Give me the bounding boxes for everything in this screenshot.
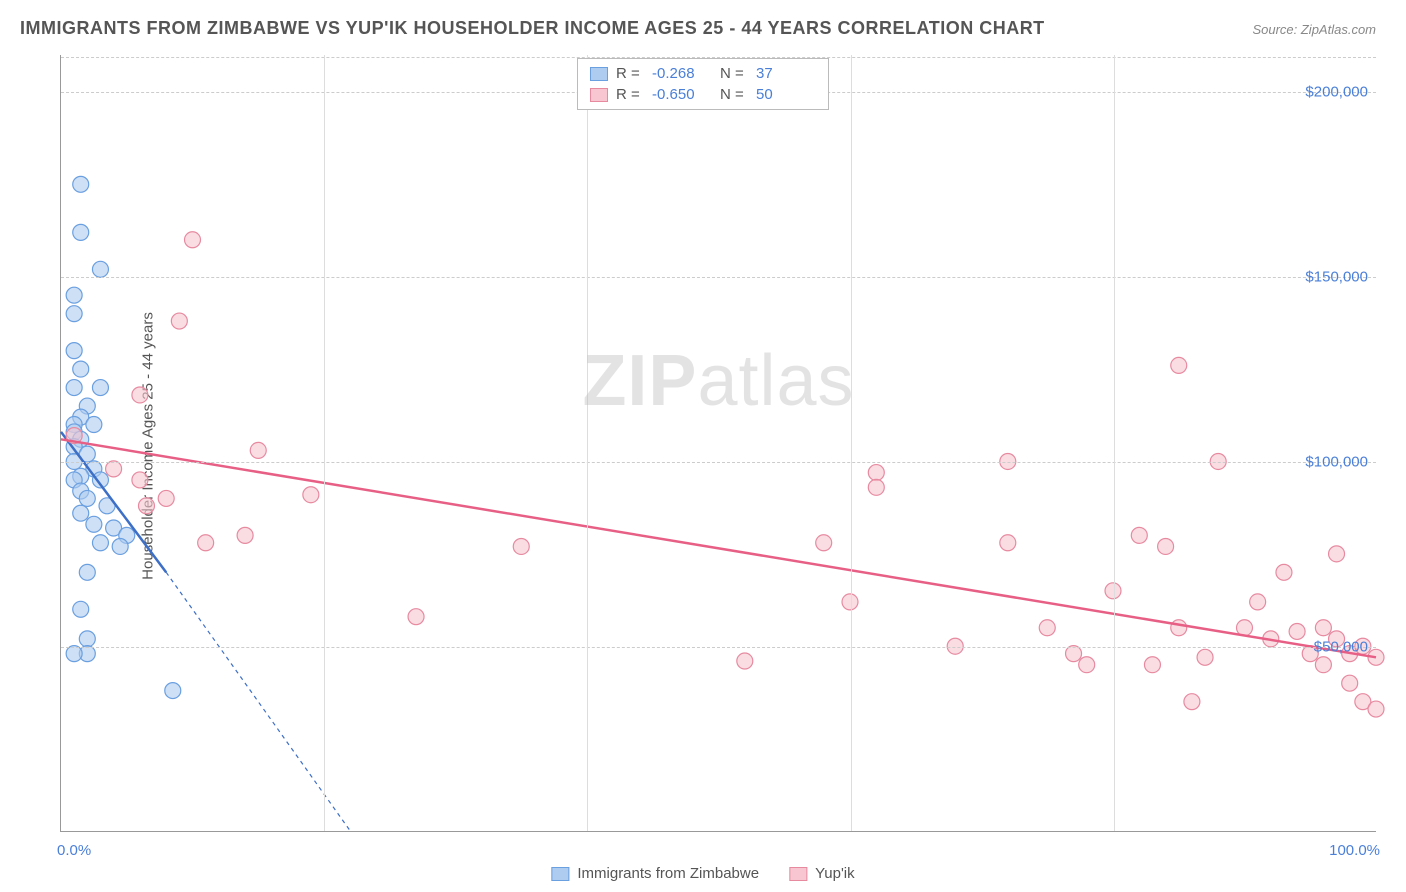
gridline-v: [851, 55, 852, 831]
data-point: [1184, 694, 1200, 710]
data-point: [158, 490, 174, 506]
data-point: [1250, 594, 1266, 610]
legend-label: Immigrants from Zimbabwe: [577, 865, 759, 882]
legend-item: Immigrants from Zimbabwe: [551, 865, 759, 882]
data-point: [303, 487, 319, 503]
y-tick-label: $150,000: [1305, 269, 1368, 286]
data-point: [92, 535, 108, 551]
data-point: [1066, 646, 1082, 662]
data-point: [86, 417, 102, 433]
data-point: [250, 442, 266, 458]
source-attribution: Source: ZipAtlas.com: [1252, 22, 1376, 37]
legend-swatch: [551, 867, 569, 881]
data-point: [1368, 701, 1384, 717]
y-tick-label: $50,000: [1314, 639, 1368, 656]
gridline-v: [1114, 55, 1115, 831]
y-tick-label: $200,000: [1305, 84, 1368, 101]
stats-row: R = -0.268 N = 37: [590, 63, 816, 84]
data-point: [868, 479, 884, 495]
x-tick-label: 100.0%: [1329, 842, 1380, 859]
trend-line-extension: [166, 572, 350, 831]
data-point: [171, 313, 187, 329]
data-point: [868, 465, 884, 481]
data-point: [79, 631, 95, 647]
stats-legend: R = -0.268 N = 37 R = -0.650 N = 50: [577, 58, 829, 110]
trend-line: [61, 439, 1376, 657]
data-point: [165, 683, 181, 699]
legend-swatch: [590, 88, 608, 102]
legend-label: Yup'ik: [815, 865, 855, 882]
data-point: [66, 646, 82, 662]
data-point: [92, 380, 108, 396]
stat-n-value: 50: [756, 86, 816, 103]
data-point: [66, 380, 82, 396]
gridline-v: [324, 55, 325, 831]
stat-n-label: N =: [720, 86, 748, 103]
data-point: [112, 538, 128, 554]
data-point: [737, 653, 753, 669]
data-point: [237, 527, 253, 543]
x-tick-label: 0.0%: [57, 842, 91, 859]
gridline-h: [61, 277, 1376, 278]
data-point: [92, 261, 108, 277]
data-point: [79, 490, 95, 506]
data-point: [138, 498, 154, 514]
data-point: [816, 535, 832, 551]
chart-title: IMMIGRANTS FROM ZIMBABWE VS YUP'IK HOUSE…: [20, 18, 1045, 39]
data-point: [1315, 657, 1331, 673]
legend-item: Yup'ik: [789, 865, 855, 882]
stat-n-value: 37: [756, 65, 816, 82]
series-legend: Immigrants from Zimbabwe Yup'ik: [551, 865, 854, 882]
data-point: [73, 601, 89, 617]
data-point: [66, 343, 82, 359]
plot-area: ZIPatlas $50,000$100,000$150,000$200,000…: [60, 55, 1376, 832]
data-point: [1171, 620, 1187, 636]
stat-r-label: R =: [616, 86, 644, 103]
stat-r-label: R =: [616, 65, 644, 82]
gridline-v: [587, 55, 588, 831]
data-point: [79, 564, 95, 580]
data-point: [1289, 623, 1305, 639]
data-point: [185, 232, 201, 248]
data-point: [66, 287, 82, 303]
data-point: [73, 176, 89, 192]
data-point: [1158, 538, 1174, 554]
data-point: [73, 224, 89, 240]
data-point: [1315, 620, 1331, 636]
data-point: [1329, 546, 1345, 562]
data-point: [73, 361, 89, 377]
data-point: [132, 387, 148, 403]
gridline-h: [61, 647, 1376, 648]
stat-r-value: -0.650: [652, 86, 712, 103]
data-point: [1276, 564, 1292, 580]
data-point: [198, 535, 214, 551]
stat-r-value: -0.268: [652, 65, 712, 82]
data-point: [106, 461, 122, 477]
gridline-h: [61, 462, 1376, 463]
data-point: [1131, 527, 1147, 543]
data-point: [86, 516, 102, 532]
data-point: [1171, 357, 1187, 373]
data-point: [1144, 657, 1160, 673]
data-point: [1197, 649, 1213, 665]
data-point: [66, 306, 82, 322]
data-point: [1000, 535, 1016, 551]
stat-n-label: N =: [720, 65, 748, 82]
scatter-svg: [61, 55, 1376, 831]
data-point: [1079, 657, 1095, 673]
stats-row: R = -0.650 N = 50: [590, 84, 816, 105]
data-point: [1342, 675, 1358, 691]
legend-swatch: [590, 67, 608, 81]
data-point: [513, 538, 529, 554]
y-tick-label: $100,000: [1305, 454, 1368, 471]
data-point: [1039, 620, 1055, 636]
data-point: [132, 472, 148, 488]
data-point: [408, 609, 424, 625]
legend-swatch: [789, 867, 807, 881]
data-point: [73, 505, 89, 521]
